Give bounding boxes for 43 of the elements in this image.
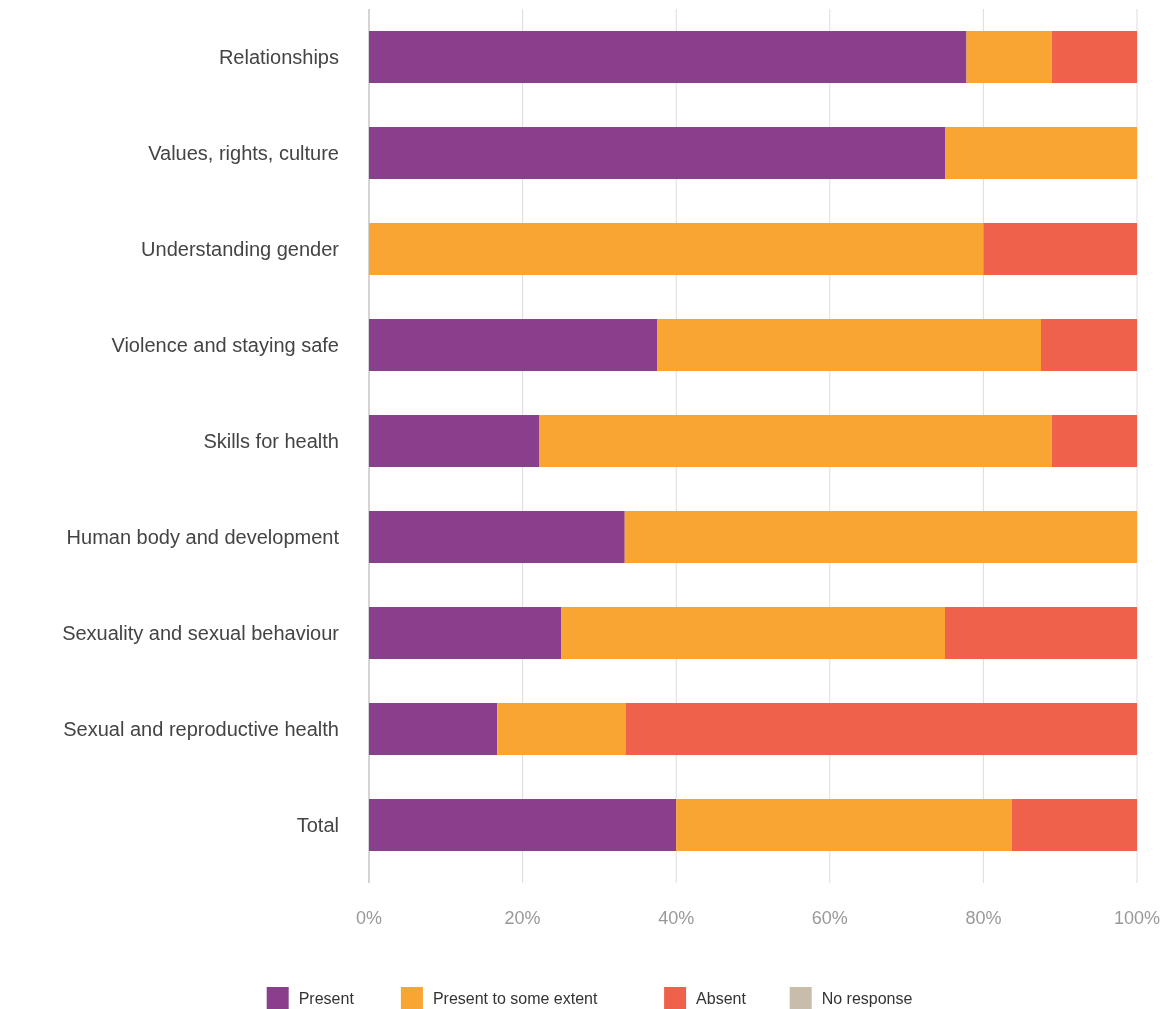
x-tick-label: 60%: [811, 908, 848, 928]
bar: [369, 607, 561, 659]
bar: [369, 703, 498, 755]
x-tick-label: 100%: [1113, 908, 1161, 928]
y-tick-label: Sexual and reproductive health: [63, 718, 339, 740]
legend-label: Present: [298, 989, 355, 1007]
bar: [676, 799, 1012, 851]
x-tick-label: 80%: [965, 908, 1002, 928]
bar: [369, 127, 945, 179]
legend-label: Absent: [696, 989, 747, 1007]
bar: [1011, 799, 1137, 851]
bar: [369, 511, 625, 563]
y-tick-label: Total: [296, 814, 339, 836]
y-tick-label: Human body and development: [66, 526, 340, 548]
y-tick-label: Values, rights, culture: [148, 142, 339, 164]
bar: [1051, 31, 1137, 83]
x-tick-label: 40%: [658, 908, 695, 928]
y-tick-label: Relationships: [218, 46, 339, 68]
y-tick-label: Understanding gender: [141, 238, 340, 260]
bar: [657, 319, 1041, 371]
bar: [561, 607, 945, 659]
bar: [1051, 415, 1137, 467]
legend-label: Present to some extent: [432, 989, 598, 1007]
bar: [369, 799, 677, 851]
bar: [983, 223, 1137, 275]
bar: [369, 319, 657, 371]
bar: [369, 31, 967, 83]
bar: [624, 511, 1137, 563]
bar: [625, 703, 1137, 755]
bar: [1041, 319, 1137, 371]
y-tick-label: Skills for health: [203, 430, 339, 452]
bar: [369, 415, 540, 467]
y-tick-label: Sexuality and sexual behaviour: [62, 622, 340, 644]
x-tick-label: 20%: [504, 908, 541, 928]
bar: [497, 703, 626, 755]
x-tick-label: 0%: [355, 908, 383, 928]
legend-label: No response: [821, 989, 913, 1007]
bar: [966, 31, 1052, 83]
bar: [945, 127, 1137, 179]
y-tick-label: Violence and staying safe: [111, 334, 339, 356]
bar: [369, 223, 984, 275]
bar: [945, 607, 1137, 659]
bar: [539, 415, 1052, 467]
